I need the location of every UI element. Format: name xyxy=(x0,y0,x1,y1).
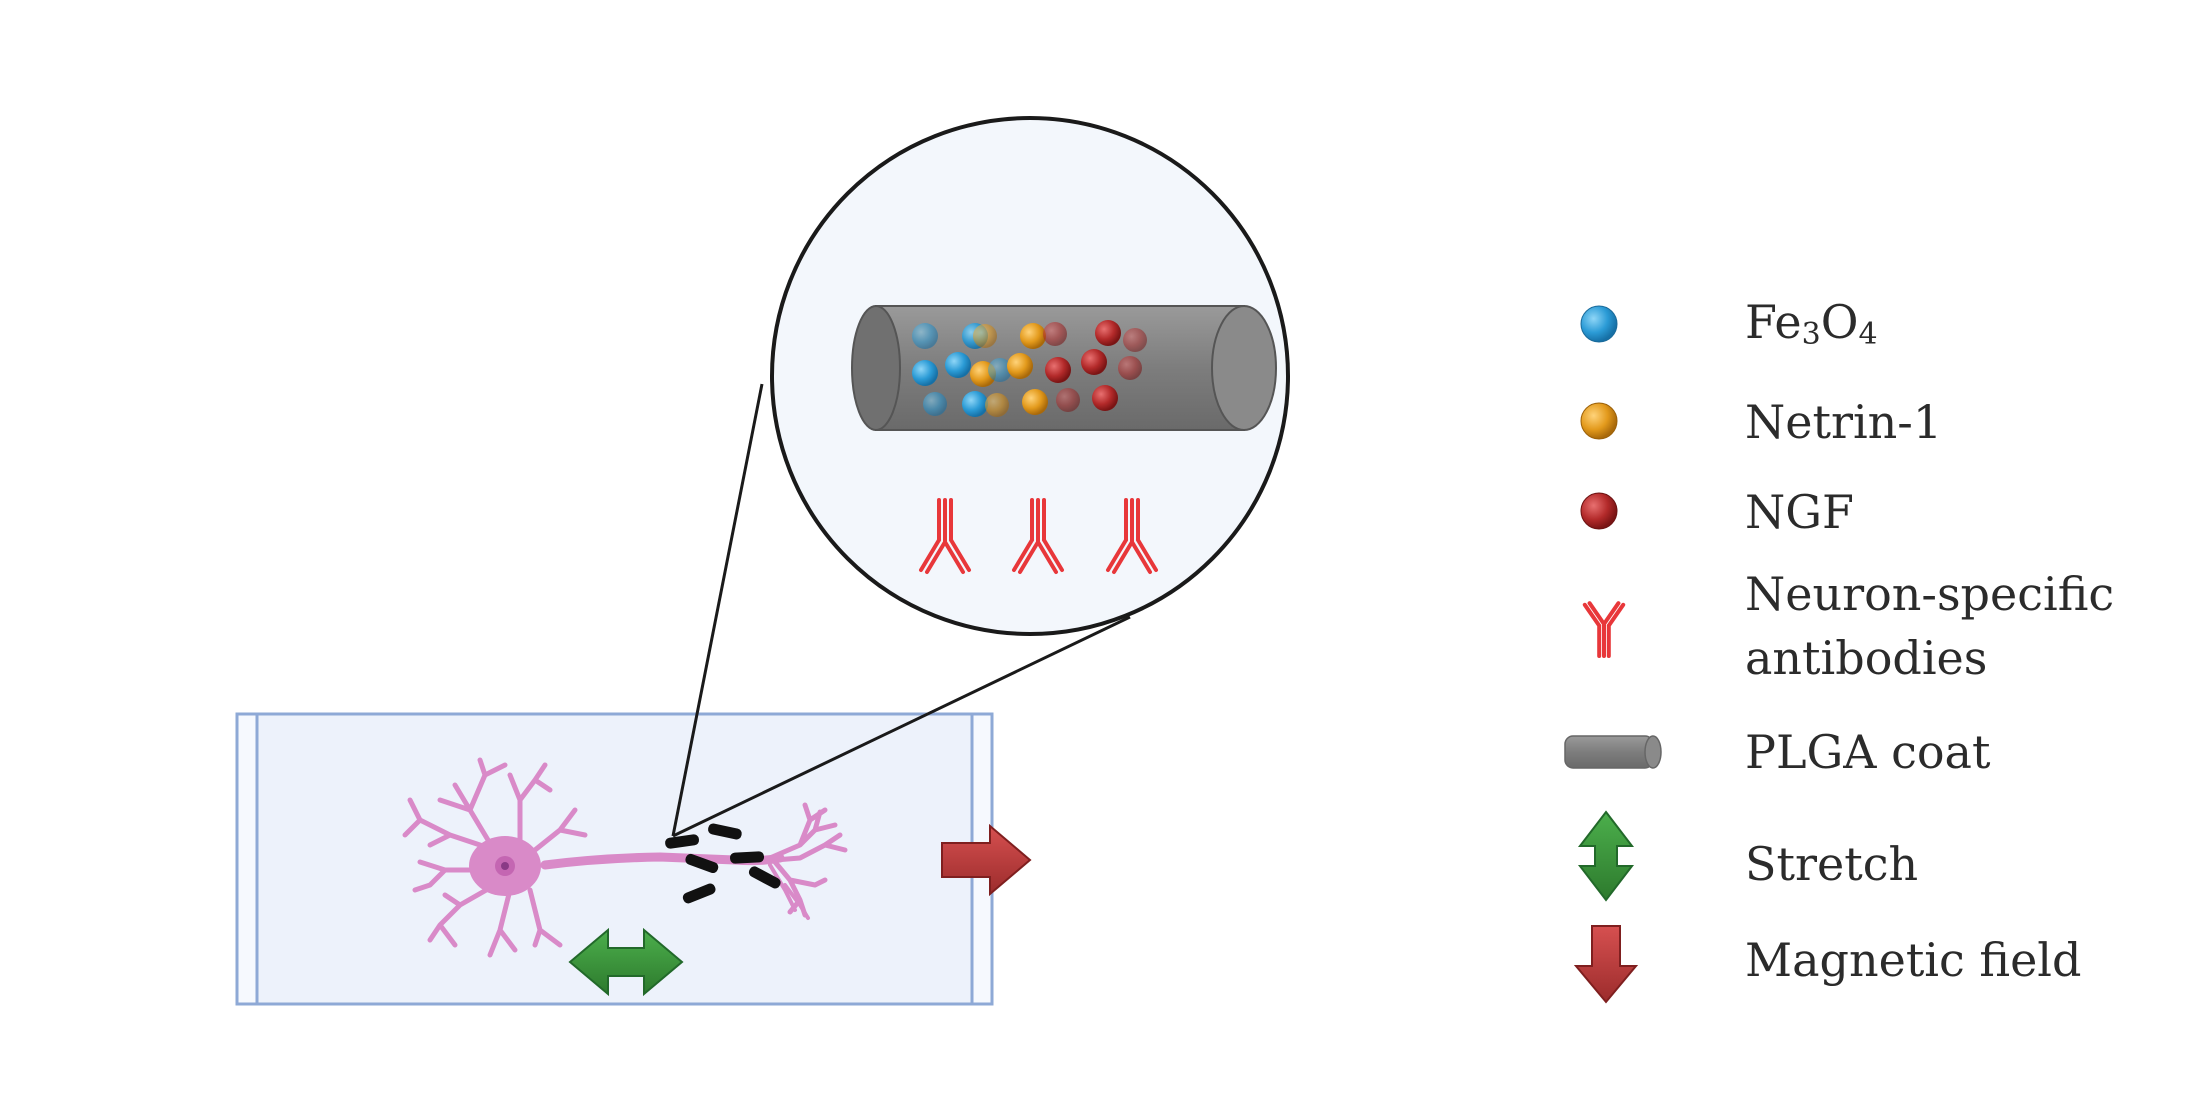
payload-particles xyxy=(912,320,1147,417)
antibody-icon xyxy=(1582,601,1626,659)
cylinder-icon xyxy=(1564,735,1662,769)
legend-label-antibodies-line1: Neuron-specific xyxy=(1745,567,2115,621)
chamber-left-clamp xyxy=(235,712,259,1006)
legend-label-netrin: Netrin-1 xyxy=(1745,395,1943,449)
legend-label-plga: PLGA coat xyxy=(1745,725,1991,779)
down-arrow-icon xyxy=(1573,925,1639,1004)
zoom-line-right xyxy=(672,615,1131,838)
blue-sphere-icon xyxy=(1580,305,1618,343)
plga-cylinder-opening xyxy=(851,305,901,431)
neuron xyxy=(402,757,848,958)
legend-label-ngf: NGF xyxy=(1745,485,1854,539)
double-arrow-icon xyxy=(1577,810,1635,902)
legend-label-antibodies: Neuron-specific antibodies xyxy=(1745,562,2114,690)
red-sphere-icon xyxy=(1580,492,1618,530)
zoom-line-left xyxy=(671,383,764,837)
zoomed-nanoparticle xyxy=(851,305,1277,574)
magnetic-field-arrow xyxy=(941,823,1032,897)
orange-sphere-icon xyxy=(1580,402,1618,440)
plga-cylinder-end xyxy=(1211,305,1277,431)
nanoparticles xyxy=(665,823,781,904)
neuron-nucleolus xyxy=(501,862,509,870)
legend-label-antibodies-line2: antibodies xyxy=(1745,631,1988,685)
stretch-arrow xyxy=(568,927,684,997)
legend-icons xyxy=(1564,305,1662,1004)
legend-label-fe3o4: Fe3O4 xyxy=(1745,295,1878,352)
legend-label-magnetic: Magnetic field xyxy=(1745,933,2082,987)
legend-label-stretch: Stretch xyxy=(1745,837,1919,891)
